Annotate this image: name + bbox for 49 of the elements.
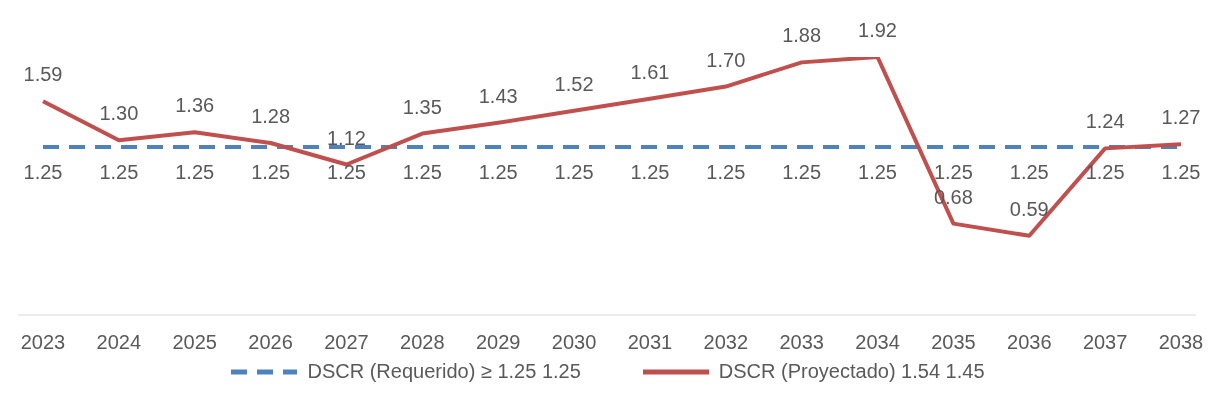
data-label: 1.24 [1085, 110, 1125, 133]
data-label: 1.70 [706, 48, 746, 71]
data-label: 1.25 [1161, 161, 1201, 184]
data-label: 1.25 [175, 161, 215, 184]
data-label: 1.25 [99, 161, 139, 184]
x-tick-label: 2031 [627, 331, 673, 354]
data-label: 1.25 [327, 161, 366, 184]
x-tick-label: 2030 [551, 331, 597, 354]
data-label: 1.36 [175, 94, 215, 117]
x-tick-label: 2038 [1158, 331, 1204, 354]
data-label: 1.25 [478, 161, 518, 184]
data-label: 1.25 [23, 161, 63, 184]
data-label: 1.92 [858, 19, 897, 41]
data-label: 0.59 [1009, 197, 1049, 220]
data-label: 1.43 [478, 84, 518, 107]
x-tick-label: 2024 [96, 331, 142, 354]
data-label: 1.59 [23, 63, 63, 86]
x-tick-label: 2026 [248, 331, 293, 354]
data-label: 1.25 [1085, 161, 1125, 184]
x-tick-label: 2023 [20, 331, 66, 354]
x-tick-label: 2032 [703, 331, 749, 354]
data-label: 1.35 [402, 95, 442, 118]
data-label: 1.25 [1009, 161, 1049, 184]
x-tick-label: 2027 [324, 331, 369, 354]
x-tick-label: 2033 [779, 331, 824, 354]
x-tick-label: 2035 [931, 331, 976, 354]
data-label: 1.28 [251, 105, 291, 127]
data-label: 1.12 [327, 126, 366, 149]
data-label: 1.27 [1161, 106, 1201, 129]
data-label: 1.52 [554, 72, 594, 95]
data-label: 1.25 [251, 161, 291, 184]
data-label: 1.25 [858, 161, 897, 184]
data-label: 1.25 [554, 161, 594, 184]
data-label: 1.30 [99, 102, 139, 125]
data-label: 1.25 [933, 161, 973, 184]
data-label: 1.25 [782, 161, 822, 184]
x-tick-label: 2025 [172, 331, 217, 354]
x-tick-label: 2028 [400, 331, 445, 354]
data-label: 1.61 [630, 60, 670, 83]
data-label: 1.88 [782, 24, 822, 47]
x-tick-label: 2037 [1082, 331, 1128, 354]
data-label: 1.25 [630, 161, 670, 184]
x-tick-label: 2034 [855, 331, 900, 354]
data-label: 1.25 [706, 161, 746, 184]
x-tick-label: 2029 [475, 331, 521, 354]
legend-label: DSCR (Requerido) ≥ 1.25 1.25 [306, 360, 581, 383]
legend-label: DSCR (Proyectado) 1.54 1.45 [717, 360, 985, 383]
x-tick-label: 2036 [1007, 331, 1052, 354]
data-label: 1.25 [402, 161, 442, 184]
